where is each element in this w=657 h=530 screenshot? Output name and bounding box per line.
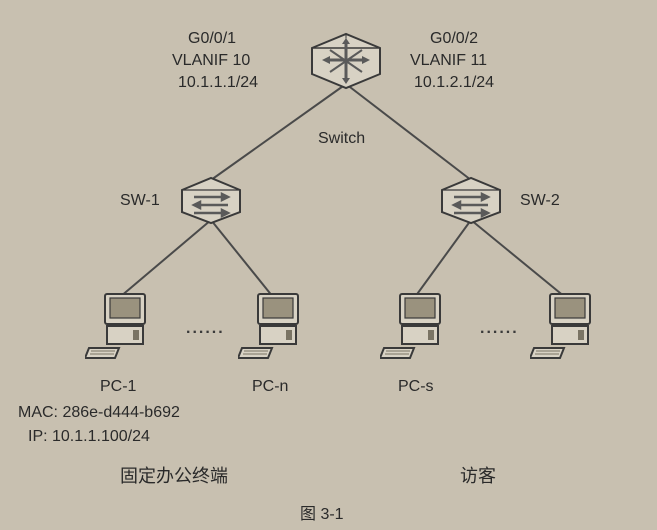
core-router — [310, 30, 382, 90]
pc1-label: PC-1 — [100, 378, 136, 396]
sw1-label: SW-1 — [120, 192, 160, 210]
ip-label: IP: 10.1.1.100/24 — [28, 428, 150, 446]
router-left-ip: 10.1.1.1/24 — [178, 74, 258, 92]
mac-label: MAC: 286e-d444-b692 — [18, 404, 180, 422]
switch-label: Switch — [318, 130, 365, 148]
sw-2 — [440, 175, 502, 225]
sw-1 — [180, 175, 242, 225]
pc-n — [238, 290, 308, 360]
router-right-if: G0/0/2 — [430, 30, 478, 48]
pcs-label: PC-s — [398, 378, 434, 396]
router-right-vlan: VLANIF 11 — [410, 52, 487, 70]
pc-1 — [85, 290, 155, 360]
pc-z — [530, 290, 600, 360]
pcn-label: PC-n — [252, 378, 288, 396]
router-left-if: G0/0/1 — [188, 30, 236, 48]
router-left-vlan: VLANIF 10 — [172, 52, 250, 70]
pc-s — [380, 290, 450, 360]
sw2-label: SW-2 — [520, 192, 560, 210]
ellipsis-left: ...... — [186, 320, 225, 338]
figure-caption: 图 3-1 — [300, 500, 344, 524]
ellipsis-right: ...... — [480, 320, 519, 338]
router-right-ip: 10.1.2.1/24 — [414, 74, 494, 92]
group-left-label: 固定办公终端 — [120, 462, 228, 488]
group-right-label: 访客 — [460, 462, 496, 488]
